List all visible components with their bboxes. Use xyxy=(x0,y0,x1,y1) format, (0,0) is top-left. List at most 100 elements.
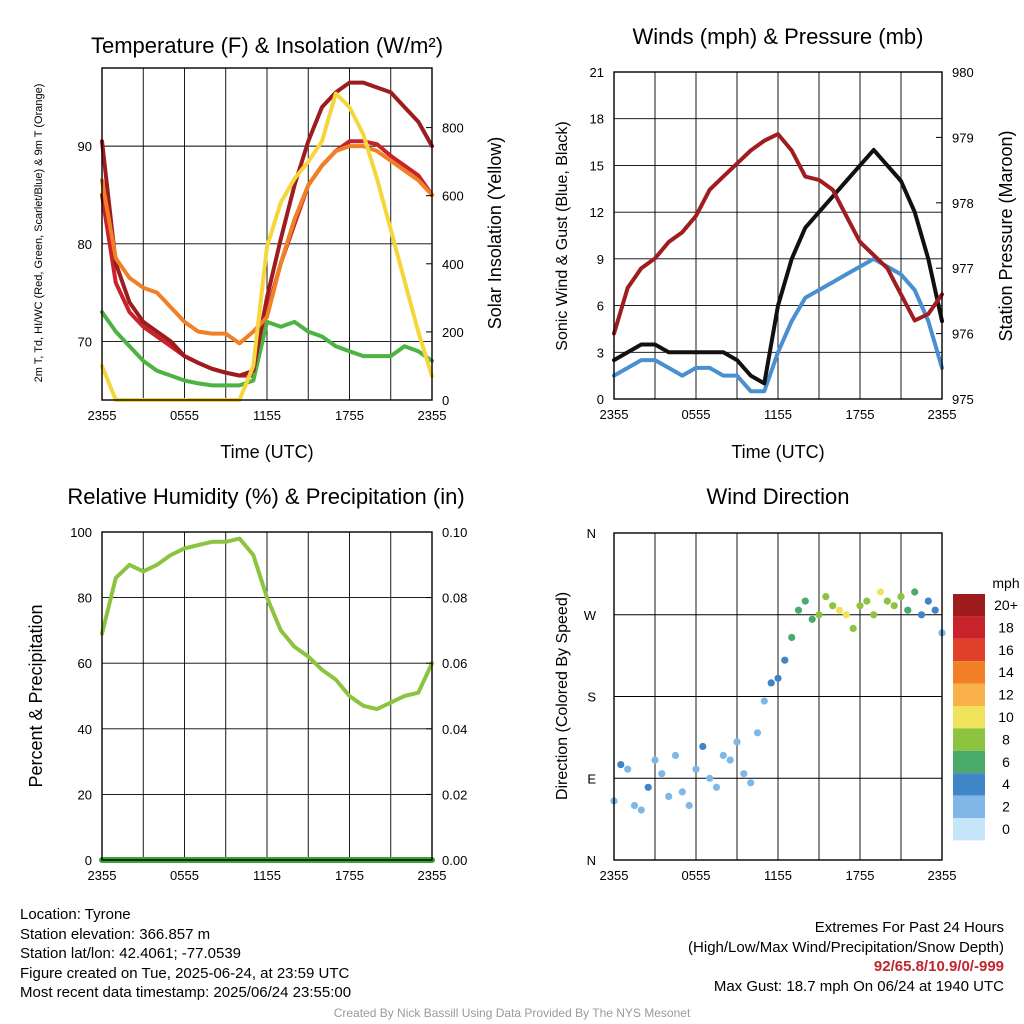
wind-direction-point xyxy=(931,606,939,614)
speed-legend-swatch xyxy=(953,706,985,729)
wind-direction-point xyxy=(863,597,871,605)
series-line-hi-wc xyxy=(100,80,434,378)
wind-direction-point xyxy=(794,606,803,614)
x-tick-label: 2355 xyxy=(418,868,447,883)
series-line-9m-t xyxy=(100,144,434,346)
extremes-title: Extremes For Past 24 Hours xyxy=(814,919,1004,936)
temperature-grid xyxy=(101,68,433,400)
y-tick-label: 0 xyxy=(597,392,604,407)
humidity-panel-title: Relative Humidity (%) & Precipitation (i… xyxy=(67,484,464,509)
wind-direction-points-group xyxy=(610,588,946,814)
extremes-summary: Extremes For Past 24 Hours (High/Low/Max… xyxy=(688,918,1004,996)
temperature-x-axis-label: Time (UTC) xyxy=(220,442,313,462)
y-tick-label: 0 xyxy=(85,853,92,868)
wind-direction-y-axis-label: Direction (Colored By Speed) xyxy=(554,592,571,800)
x-tick-label: 0555 xyxy=(682,868,711,883)
speed-legend-label: 12 xyxy=(998,687,1014,703)
temperature-insolation-panel: Temperature (F) & Insolation (W/m²) Time… xyxy=(33,33,505,462)
wind-direction-point xyxy=(760,697,768,705)
right-tick-label: 977 xyxy=(952,261,974,276)
x-tick-label: 0555 xyxy=(682,407,711,422)
recent-data-timestamp: Most recent data timestamp: 2025/06/24 2… xyxy=(20,984,352,1001)
wind-direction-point xyxy=(740,770,748,778)
x-tick-label: 0555 xyxy=(170,408,199,423)
x-tick-label: 1755 xyxy=(846,407,875,422)
right-tick-label: 0.10 xyxy=(442,525,467,540)
wind-direction-point xyxy=(911,588,919,596)
speed-legend-label: 18 xyxy=(998,619,1014,635)
x-tick-label: 2355 xyxy=(88,868,117,883)
speed-legend-title: mph xyxy=(992,575,1019,591)
wind-direction-point xyxy=(876,588,885,596)
x-tick-label: 1755 xyxy=(846,868,875,883)
temperature-plot-frame xyxy=(101,67,433,401)
wind-direction-point xyxy=(856,602,864,610)
wind-direction-point xyxy=(644,783,652,791)
wind-direction-point xyxy=(685,801,693,810)
wind-direction-point xyxy=(658,770,666,778)
right-tick-label: 0.06 xyxy=(442,656,467,671)
speed-legend: 20+ 18 16 14 12 10 8 6 4 2 0 xyxy=(953,594,1018,841)
right-tick-label: 975 xyxy=(952,392,974,407)
right-tick-label: 0.02 xyxy=(442,787,467,802)
wind-direction-point xyxy=(883,597,891,605)
y-tick-label: 80 xyxy=(78,237,92,252)
wind-direction-point xyxy=(678,788,686,796)
speed-legend-label: 16 xyxy=(998,642,1014,658)
winds-plot-frame xyxy=(613,71,943,400)
speed-legend-swatch xyxy=(953,616,985,639)
temperature-panel-title: Temperature (F) & Insolation (W/m²) xyxy=(91,33,443,58)
wind-direction-point xyxy=(671,751,680,760)
right-tick-label: 0.04 xyxy=(442,722,467,737)
right-tick-label: 600 xyxy=(442,189,464,204)
wind-direction-point xyxy=(870,611,878,619)
speed-legend-swatch xyxy=(953,661,985,684)
y-tick-label: N xyxy=(587,526,596,541)
wind-direction-point xyxy=(733,738,741,746)
speed-legend-label: 10 xyxy=(998,709,1014,725)
x-tick-label: 1755 xyxy=(335,868,364,883)
wind-direction-plot-frame xyxy=(613,532,943,861)
wind-direction-point xyxy=(842,611,850,619)
y-tick-label: 3 xyxy=(597,345,604,360)
speed-legend-label: 6 xyxy=(1002,754,1010,770)
speed-legend-label: 4 xyxy=(1002,776,1010,792)
y-tick-label: 12 xyxy=(590,205,604,220)
y-tick-label: 70 xyxy=(78,334,92,349)
speed-legend-label: 8 xyxy=(1002,731,1010,747)
x-tick-label: 2355 xyxy=(418,408,447,423)
x-tick-label: 2355 xyxy=(600,868,629,883)
station-location: Location: Tyrone xyxy=(20,906,131,923)
y-tick-label: S xyxy=(587,690,596,705)
winds-x-axis-label: Time (UTC) xyxy=(731,442,824,462)
right-tick-label: 0.08 xyxy=(442,591,467,606)
y-tick-label: E xyxy=(587,771,596,786)
wind-direction-point xyxy=(617,761,625,769)
x-tick-label: 2355 xyxy=(88,408,117,423)
winds-left-axis-label: Sonic Wind & Gust (Blue, Black) xyxy=(554,121,571,350)
humidity-left-axis-label: Percent & Precipitation xyxy=(26,604,46,787)
station-info: Location: Tyrone Station elevation: 366.… xyxy=(20,905,351,1003)
humidity-ticks: 2355 0555 1155 1755 23550204060801000.000.02… xyxy=(70,525,467,883)
wind-direction-point xyxy=(829,602,837,610)
wind-direction-panel: Wind Direction Direction (Colored By Spe… xyxy=(554,484,1020,883)
y-tick-label: 21 xyxy=(590,65,604,80)
y-tick-label: 18 xyxy=(590,112,604,127)
wind-direction-point xyxy=(706,774,714,782)
speed-legend-swatch xyxy=(953,818,985,841)
y-tick-label: 40 xyxy=(78,722,92,737)
wind-direction-point xyxy=(624,765,632,773)
winds-ticks: 2355 0555 1155 1755 235503691215182197597697… xyxy=(590,65,974,422)
right-tick-label: 800 xyxy=(442,121,464,136)
wind-direction-point xyxy=(815,611,823,619)
wind-direction-point xyxy=(897,593,905,601)
series-line-td xyxy=(100,310,434,388)
y-tick-label: 9 xyxy=(597,252,604,267)
temperature-right-axis-label: Solar Insolation (Yellow) xyxy=(485,137,505,329)
x-tick-label: 1155 xyxy=(253,868,281,883)
wind-direction-point xyxy=(712,783,721,791)
y-tick-label: 15 xyxy=(590,158,604,173)
x-tick-label: 1755 xyxy=(335,408,364,423)
speed-legend-swatch xyxy=(953,638,985,662)
speed-legend-label: 14 xyxy=(998,664,1014,680)
